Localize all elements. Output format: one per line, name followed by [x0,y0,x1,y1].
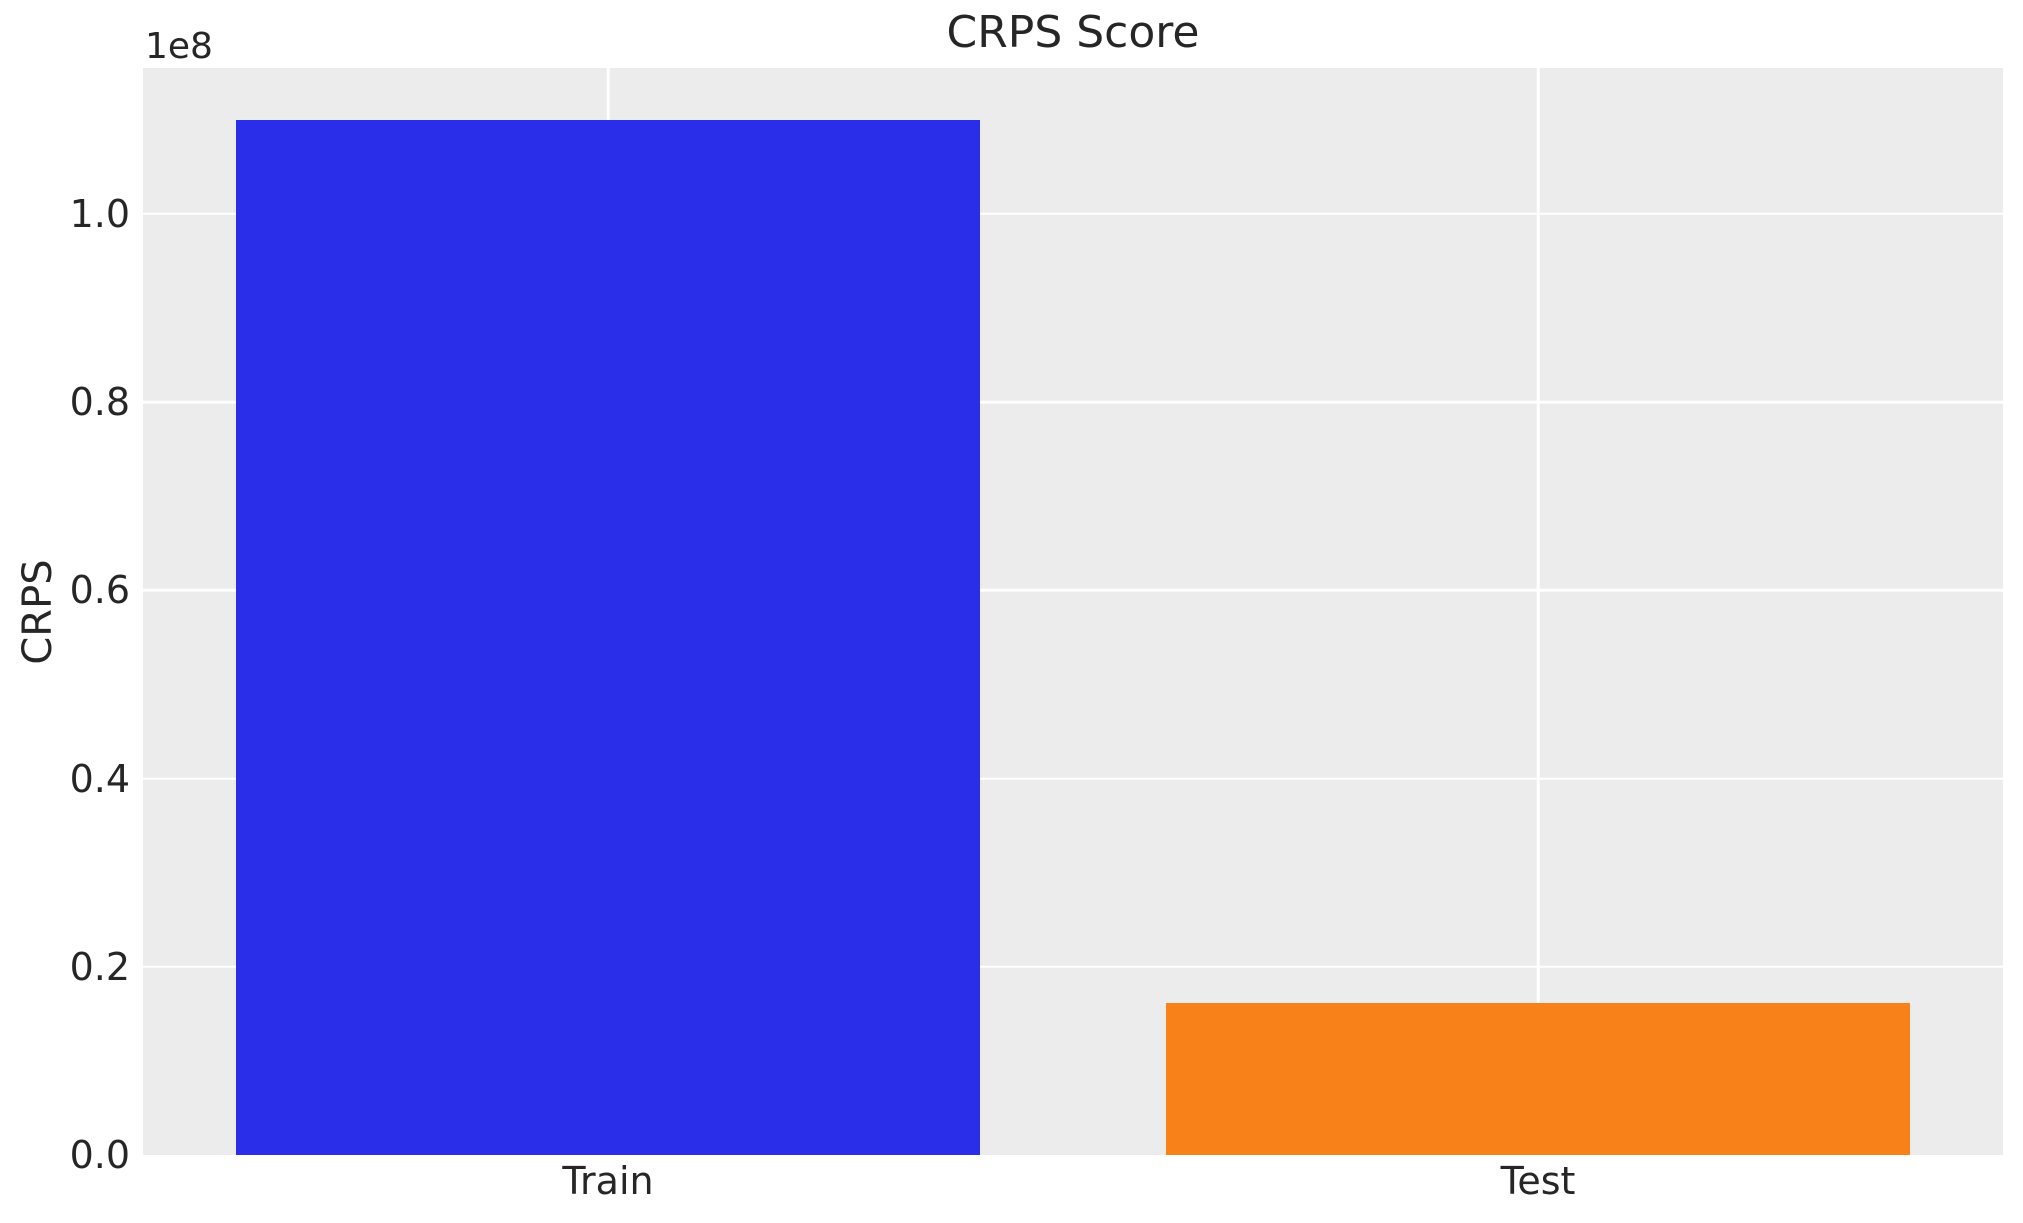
y-axis-offset-label: 1e8 [145,26,213,67]
x-tick-label-test: Test [1500,1159,1576,1203]
h-gridline-0.2 [143,965,2003,969]
y-tick-label-0.8: 0.8 [69,380,130,425]
h-gridline-0.8 [143,400,2003,404]
plot-area [143,68,2003,1155]
y-tick-label-1.0: 1.0 [69,191,130,236]
y-tick-label-0.6: 0.6 [69,568,130,613]
y-tick-label-0.2: 0.2 [69,944,130,989]
bar-train [236,119,980,1155]
y-tick-label-0.4: 0.4 [69,756,130,801]
y-tick-label-0.0: 0.0 [69,1133,130,1177]
h-gridline-0.6 [143,589,2003,592]
y-axis-tick-labels: 0.0 0.2 0.4 0.6 0.8 1.0 [0,68,130,1174]
h-gridline-1.0 [143,212,2003,216]
h-gridline-0.4 [143,777,2003,780]
x-tick-label-train: Train [562,1159,654,1203]
bar-test [1166,1003,1910,1155]
v-gridline-test [1536,68,1540,1155]
chart-title: CRPS Score [946,7,1200,58]
x-axis-tick-labels: Train Test [143,1162,2003,1212]
